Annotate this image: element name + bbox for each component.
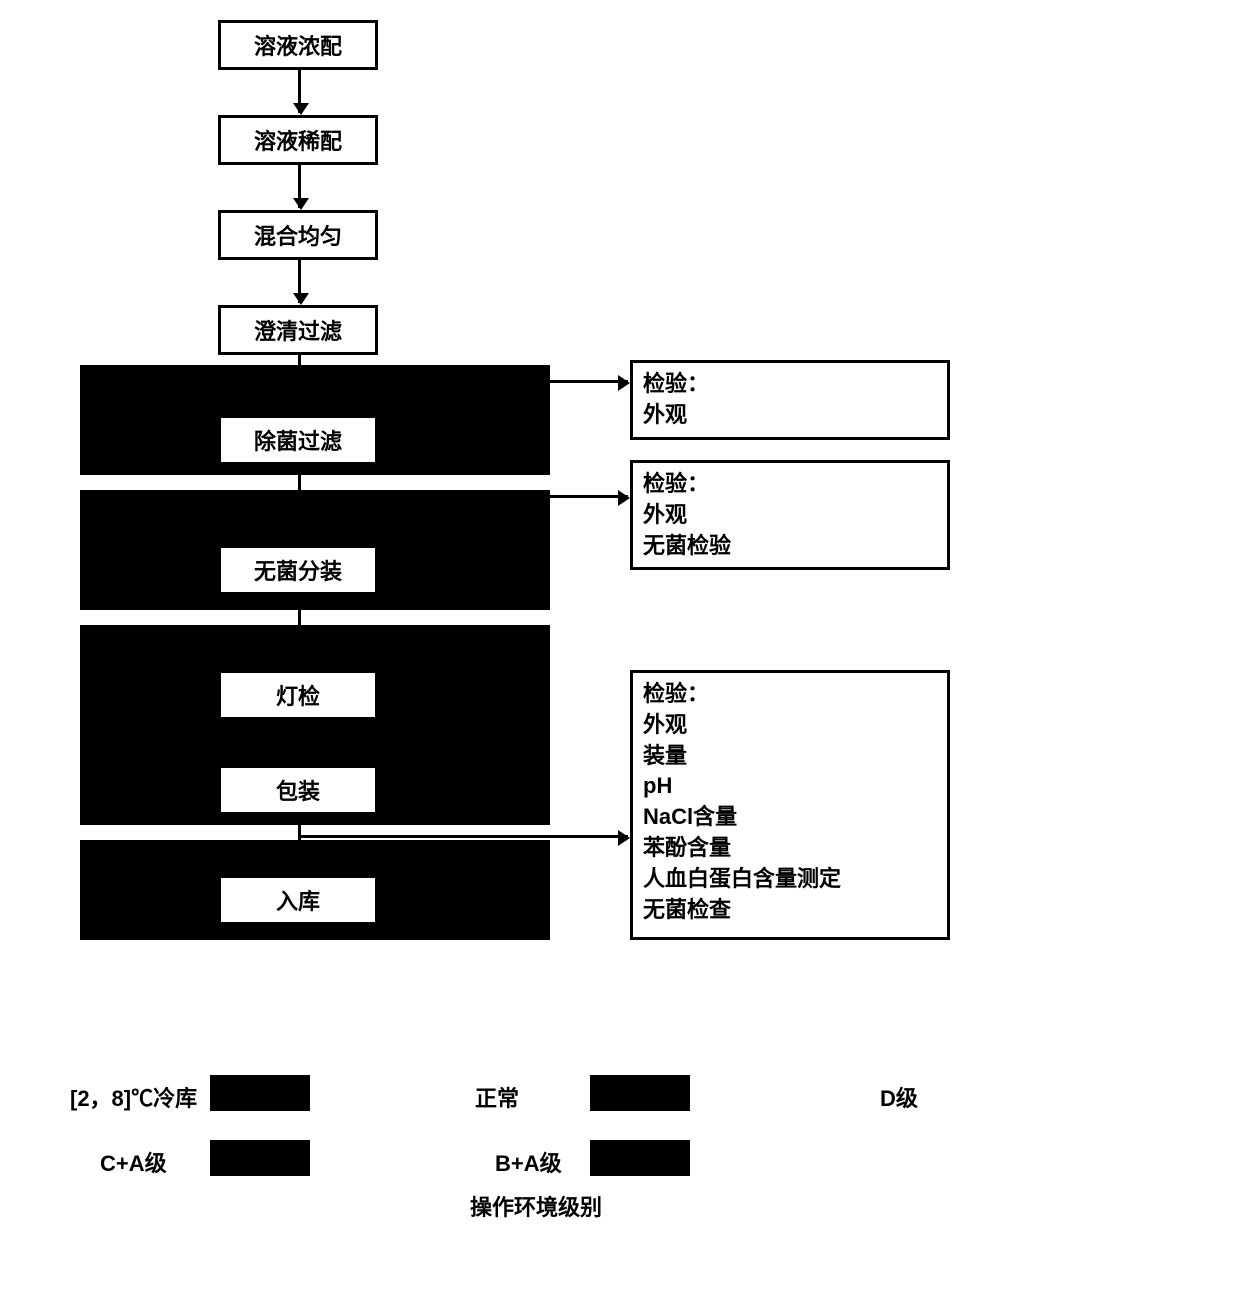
legend-label: C+A级 (100, 1146, 167, 1178)
inspection-line: 无菌检验 (643, 531, 937, 562)
inspection-line: 外观 (643, 710, 937, 741)
legend-label: [2，8]℃冷库 (70, 1081, 197, 1113)
inspection-line: 检验： (643, 469, 937, 500)
inspection-line: 检验： (643, 369, 937, 400)
inspection-line: 苯酚含量 (643, 833, 937, 864)
inspection-line: 外观 (643, 500, 937, 531)
flow-arrow (298, 260, 301, 303)
process-step-step6: 无菌分装 (218, 545, 378, 595)
flow-arrow (298, 355, 301, 413)
flow-arrow (298, 70, 301, 113)
inspection-line: 外观 (643, 400, 937, 431)
inspection-line: NaCl含量 (643, 802, 937, 833)
legend-swatch (210, 1075, 310, 1111)
flowchart-canvas: 溶液浓配溶液稀配混合均匀澄清过滤除菌过滤无菌分装灯检包装入库检验：外观检验：外观… (0, 0, 1240, 1291)
inspection-line: 无菌检查 (643, 895, 937, 926)
legend-swatch (590, 1140, 690, 1176)
inspection-connector (300, 495, 628, 498)
inspection-line: pH (643, 771, 937, 802)
process-step-step5: 除菌过滤 (218, 415, 378, 465)
flow-arrow (298, 165, 301, 208)
flow-arrow (298, 595, 301, 668)
process-step-step9: 入库 (218, 875, 378, 925)
inspection-box-insp1: 检验：外观 (630, 360, 950, 440)
legend-title: 操作环境级别 (470, 1190, 602, 1222)
process-step-step3: 混合均匀 (218, 210, 378, 260)
process-step-step8: 包装 (218, 765, 378, 815)
inspection-box-insp3: 检验：外观装量pHNaCl含量苯酚含量人血白蛋白含量测定无菌检查 (630, 670, 950, 940)
legend-swatch (210, 1140, 310, 1176)
legend-label: B+A级 (495, 1146, 562, 1178)
process-step-step2: 溶液稀配 (218, 115, 378, 165)
legend-label: D级 (880, 1081, 918, 1113)
process-step-step1: 溶液浓配 (218, 20, 378, 70)
inspection-line: 装量 (643, 741, 937, 772)
flow-arrow (298, 465, 301, 543)
legend-swatch (590, 1075, 690, 1111)
inspection-line: 检验： (643, 679, 937, 710)
flow-arrow (298, 815, 301, 873)
inspection-line: 人血白蛋白含量测定 (643, 864, 937, 895)
process-step-step4: 澄清过滤 (218, 305, 378, 355)
inspection-box-insp2: 检验：外观无菌检验 (630, 460, 950, 570)
flow-arrow (298, 720, 301, 763)
legend-label: 正常 (475, 1081, 519, 1113)
inspection-connector (300, 835, 628, 838)
process-step-step7: 灯检 (218, 670, 378, 720)
inspection-connector (300, 380, 628, 383)
